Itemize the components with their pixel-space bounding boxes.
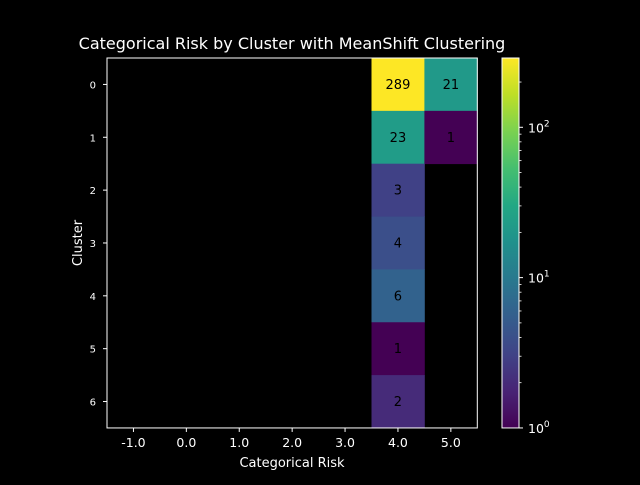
y-tick-label: 1 [90,133,96,144]
x-tick-label: 3.0 [335,435,355,450]
colorbar-tick-label: 101 [528,270,550,286]
heatmap-cell [371,322,425,376]
y-axis: 0 1 2 3 4 5 6 [90,80,107,409]
heatmap-cell [424,58,478,112]
cell-value-label: 1 [447,131,455,146]
x-tick-label: -1.0 [121,435,145,450]
heatmap-cell [424,110,478,165]
colorbar-tick-label: 102 [528,119,550,135]
x-axis: -1.0 0.0 1.0 2.0 3.0 4.0 5.0 [121,427,461,450]
chart-title: Categorical Risk by Cluster with MeanShi… [79,34,506,53]
y-tick-label: 0 [90,80,96,91]
cell-value-label: 6 [394,289,402,304]
y-tick-label: 6 [90,398,96,409]
y-tick-label: 5 [90,345,96,356]
cell-value-label: 2 [394,395,402,410]
cell-value-label: 3 [394,184,402,199]
colorbar-frame [501,57,520,429]
y-axis-label: Cluster [71,219,86,266]
cell-value-label: 23 [390,131,407,146]
cell-value-label: 4 [394,236,402,251]
heatmap-cell [371,110,425,165]
heatmap-cell [371,269,425,323]
cell-value-label: 21 [443,78,460,93]
x-tick-label: 5.0 [441,435,461,450]
y-tick-label: 4 [90,292,96,303]
cell-value-label: 289 [386,78,411,93]
y-tick-label: 3 [90,239,96,250]
x-tick-label: 2.0 [282,435,302,450]
colorbar-tick-label: 100 [528,420,550,436]
heatmap-cell [371,58,425,112]
colorbar-gradient [502,58,519,428]
cell-value-label: 1 [394,342,402,357]
plot-area: 289 21 23 1 3 4 6 1 2 [106,57,478,429]
x-axis-label: Categorical Risk [239,456,345,471]
heatmap-cell [371,216,425,270]
heatmap-cell [371,375,425,429]
colorbar: 100 101 102 [501,57,550,436]
x-tick-label: 4.0 [388,435,408,450]
y-tick-label: 2 [90,186,96,197]
x-tick-label: 0.0 [176,435,196,450]
heatmap-cell [371,163,425,217]
x-tick-label: 1.0 [229,435,249,450]
